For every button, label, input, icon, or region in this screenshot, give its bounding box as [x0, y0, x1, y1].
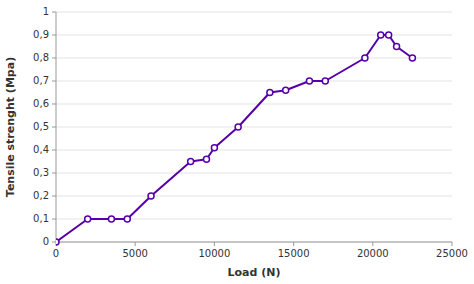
- x-tick: [214, 242, 215, 246]
- chart: 0 0,1 0,2 0,3 0,4 0,5 0,6 0,7 0,8 0,9 1 0 5000 10000 1…: [0, 0, 474, 284]
- point: [56, 239, 59, 245]
- point: [283, 87, 289, 93]
- point: [235, 124, 241, 130]
- point: [362, 55, 368, 61]
- y-tick-label: 0,7: [33, 75, 49, 86]
- point: [267, 90, 273, 96]
- x-tick: [372, 242, 373, 246]
- series: [56, 32, 415, 245]
- grid-line: [56, 35, 452, 36]
- x-tick-label: 15000: [278, 248, 310, 259]
- x-tick-label: 5000: [122, 248, 147, 259]
- grid-line: [56, 242, 452, 243]
- y-tick-label: 0,5: [33, 121, 49, 132]
- y-tick-label: 0,6: [33, 98, 49, 109]
- grid-line: [56, 173, 452, 174]
- point: [211, 145, 217, 151]
- point: [306, 78, 312, 84]
- y-tick: [52, 219, 56, 220]
- y-axis: [56, 12, 57, 242]
- y-tick-label: 1: [43, 6, 49, 17]
- grid: [56, 12, 452, 242]
- grid-line: [56, 81, 452, 82]
- point: [409, 55, 415, 61]
- y-tick-label: 0,2: [33, 190, 49, 201]
- y-tick-label: 0,3: [33, 167, 49, 178]
- point: [188, 159, 194, 165]
- x-tick-label: 0: [53, 248, 59, 259]
- grid-line: [56, 58, 452, 59]
- grid-line: [56, 12, 452, 13]
- x-ticks: 0 5000 10000 15000 20000 25000: [53, 242, 468, 259]
- y-tick: [52, 127, 56, 128]
- y-tick-label: 0,4: [33, 144, 49, 155]
- point: [378, 32, 384, 38]
- y-tick: [52, 173, 56, 174]
- y-tick-label: 0,8: [33, 52, 49, 63]
- y-tick: [52, 35, 56, 36]
- point: [108, 216, 114, 222]
- y-tick: [52, 12, 56, 13]
- y-ticks: 0 0,1 0,2 0,3 0,4 0,5 0,6 0,7 0,8 0,9 1: [33, 6, 56, 247]
- x-tick-label: 20000: [357, 248, 389, 259]
- y-tick-label: 0,9: [33, 29, 49, 40]
- point: [124, 216, 130, 222]
- y-tick: [52, 150, 56, 151]
- point: [322, 78, 328, 84]
- y-tick: [52, 104, 56, 105]
- grid-line: [56, 104, 452, 105]
- y-tick: [52, 242, 56, 243]
- y-tick: [52, 58, 56, 59]
- point: [203, 156, 209, 162]
- x-axis-label: Load (N): [228, 266, 281, 279]
- point: [148, 193, 154, 199]
- grid-line: [56, 150, 452, 151]
- x-tick: [452, 242, 453, 246]
- x-axis: [56, 242, 452, 243]
- x-tick-label: 10000: [198, 248, 230, 259]
- y-tick: [52, 196, 56, 197]
- y-tick: [52, 81, 56, 82]
- grid-line: [56, 196, 452, 197]
- x-tick: [293, 242, 294, 246]
- y-axis-label: Tensile strenght (Mpa): [4, 57, 17, 197]
- x-tick: [135, 242, 136, 246]
- point: [394, 44, 400, 50]
- y-tick-label: 0: [43, 236, 49, 247]
- y-tick-label: 0,1: [33, 213, 49, 224]
- x-tick-label: 25000: [436, 248, 468, 259]
- point: [85, 216, 91, 222]
- point: [386, 32, 392, 38]
- grid-line: [56, 127, 452, 128]
- line: [56, 35, 412, 242]
